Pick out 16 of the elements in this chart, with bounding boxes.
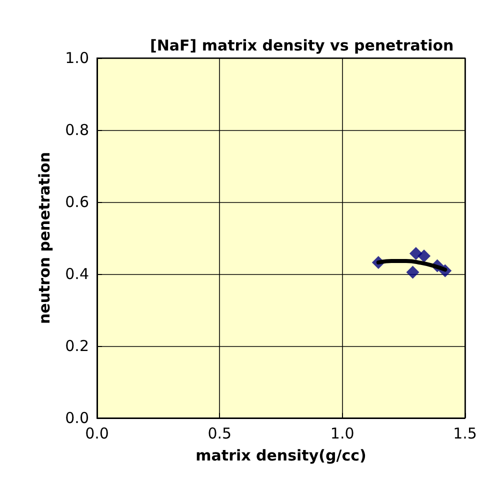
x-tick-label: 0.5 <box>208 424 232 442</box>
y-tick-label: 1.0 <box>65 49 89 67</box>
y-tick-label: 0.6 <box>65 193 89 211</box>
y-tick-label: 0.0 <box>65 409 89 427</box>
x-tick-label: 1.5 <box>453 424 477 442</box>
y-axis-title: neutron penetration <box>36 152 54 324</box>
y-tick-label: 0.2 <box>65 337 89 355</box>
y-tick-label: 0.4 <box>65 265 89 283</box>
point <box>409 246 422 260</box>
point <box>418 250 431 262</box>
x-tick-label: 0.0 <box>85 424 109 442</box>
chart-title: [NaF] matrix density vs penetration <box>150 36 454 54</box>
y-tick-label: 0.8 <box>65 121 89 139</box>
point <box>406 266 420 279</box>
x-tick-label: 1.0 <box>330 424 354 442</box>
x-axis-title: matrix density(g/cc) <box>196 446 366 464</box>
